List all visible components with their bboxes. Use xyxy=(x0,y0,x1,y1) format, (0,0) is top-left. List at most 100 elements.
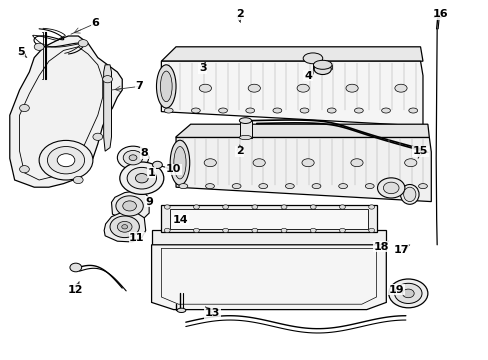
Polygon shape xyxy=(161,47,422,61)
Circle shape xyxy=(310,205,316,209)
Circle shape xyxy=(120,162,163,194)
Circle shape xyxy=(127,167,156,189)
Circle shape xyxy=(222,205,228,209)
Circle shape xyxy=(402,289,413,298)
Ellipse shape xyxy=(218,108,227,113)
Polygon shape xyxy=(151,230,386,245)
Ellipse shape xyxy=(408,108,417,113)
Ellipse shape xyxy=(313,60,331,69)
Ellipse shape xyxy=(403,187,415,202)
Text: 7: 7 xyxy=(135,81,143,91)
Ellipse shape xyxy=(302,159,314,167)
Text: 14: 14 xyxy=(173,215,188,225)
Circle shape xyxy=(47,147,84,174)
Circle shape xyxy=(110,216,139,238)
Circle shape xyxy=(383,182,398,194)
Polygon shape xyxy=(104,212,145,242)
Ellipse shape xyxy=(313,64,331,75)
Circle shape xyxy=(251,205,257,209)
Ellipse shape xyxy=(177,308,185,312)
Ellipse shape xyxy=(326,108,335,113)
Text: 16: 16 xyxy=(431,9,447,19)
Circle shape xyxy=(73,176,83,184)
Polygon shape xyxy=(161,61,422,126)
Text: 1: 1 xyxy=(147,168,155,178)
Ellipse shape xyxy=(258,184,267,189)
Circle shape xyxy=(122,201,136,211)
Ellipse shape xyxy=(272,108,281,113)
Circle shape xyxy=(193,228,199,233)
Ellipse shape xyxy=(205,184,214,189)
Circle shape xyxy=(117,146,148,169)
Circle shape xyxy=(251,228,257,233)
Ellipse shape xyxy=(394,84,406,92)
Circle shape xyxy=(78,40,88,47)
Text: 8: 8 xyxy=(140,148,148,158)
Ellipse shape xyxy=(253,159,265,167)
Text: 3: 3 xyxy=(199,63,206,73)
Polygon shape xyxy=(103,65,111,151)
Ellipse shape xyxy=(179,184,187,189)
Text: 6: 6 xyxy=(91,18,99,28)
Ellipse shape xyxy=(170,140,189,185)
Circle shape xyxy=(93,133,102,140)
Circle shape xyxy=(394,283,421,303)
Circle shape xyxy=(339,205,345,209)
Circle shape xyxy=(57,154,75,167)
Ellipse shape xyxy=(300,108,308,113)
Text: 2: 2 xyxy=(235,146,243,156)
Circle shape xyxy=(193,205,199,209)
Circle shape xyxy=(122,225,127,229)
Ellipse shape xyxy=(404,159,416,167)
Circle shape xyxy=(339,228,345,233)
Ellipse shape xyxy=(156,65,176,108)
Polygon shape xyxy=(170,209,367,229)
Ellipse shape xyxy=(311,184,320,189)
Polygon shape xyxy=(151,245,386,310)
Ellipse shape xyxy=(239,118,251,123)
Text: 18: 18 xyxy=(373,242,388,252)
Polygon shape xyxy=(10,36,122,187)
Text: 10: 10 xyxy=(165,164,181,174)
Polygon shape xyxy=(176,124,428,138)
Ellipse shape xyxy=(296,84,309,92)
Ellipse shape xyxy=(191,108,200,113)
Circle shape xyxy=(135,174,148,183)
Ellipse shape xyxy=(350,159,362,167)
Circle shape xyxy=(102,76,112,83)
Text: 5: 5 xyxy=(17,47,24,57)
Circle shape xyxy=(39,140,93,180)
Ellipse shape xyxy=(164,108,173,113)
Text: 19: 19 xyxy=(387,285,403,295)
Ellipse shape xyxy=(345,84,357,92)
Circle shape xyxy=(388,279,427,308)
Circle shape xyxy=(152,161,162,168)
Circle shape xyxy=(123,150,142,165)
Circle shape xyxy=(310,228,316,233)
Circle shape xyxy=(117,221,132,232)
Circle shape xyxy=(164,205,170,209)
Ellipse shape xyxy=(232,184,241,189)
Circle shape xyxy=(222,228,228,233)
Circle shape xyxy=(377,178,404,198)
Ellipse shape xyxy=(354,108,363,113)
Ellipse shape xyxy=(365,184,373,189)
Circle shape xyxy=(34,43,44,50)
Ellipse shape xyxy=(400,184,418,204)
Text: 13: 13 xyxy=(204,308,220,318)
Text: 4: 4 xyxy=(304,71,311,81)
Text: 2: 2 xyxy=(235,9,243,19)
Circle shape xyxy=(20,166,29,173)
Polygon shape xyxy=(161,205,376,232)
Ellipse shape xyxy=(303,53,322,64)
Ellipse shape xyxy=(338,184,347,189)
Polygon shape xyxy=(176,138,430,202)
Circle shape xyxy=(368,205,374,209)
Circle shape xyxy=(116,196,143,216)
Text: 9: 9 xyxy=(145,197,153,207)
Text: 11: 11 xyxy=(129,233,144,243)
Text: 17: 17 xyxy=(392,245,408,255)
Circle shape xyxy=(70,263,81,272)
Circle shape xyxy=(129,155,137,161)
Circle shape xyxy=(281,205,286,209)
